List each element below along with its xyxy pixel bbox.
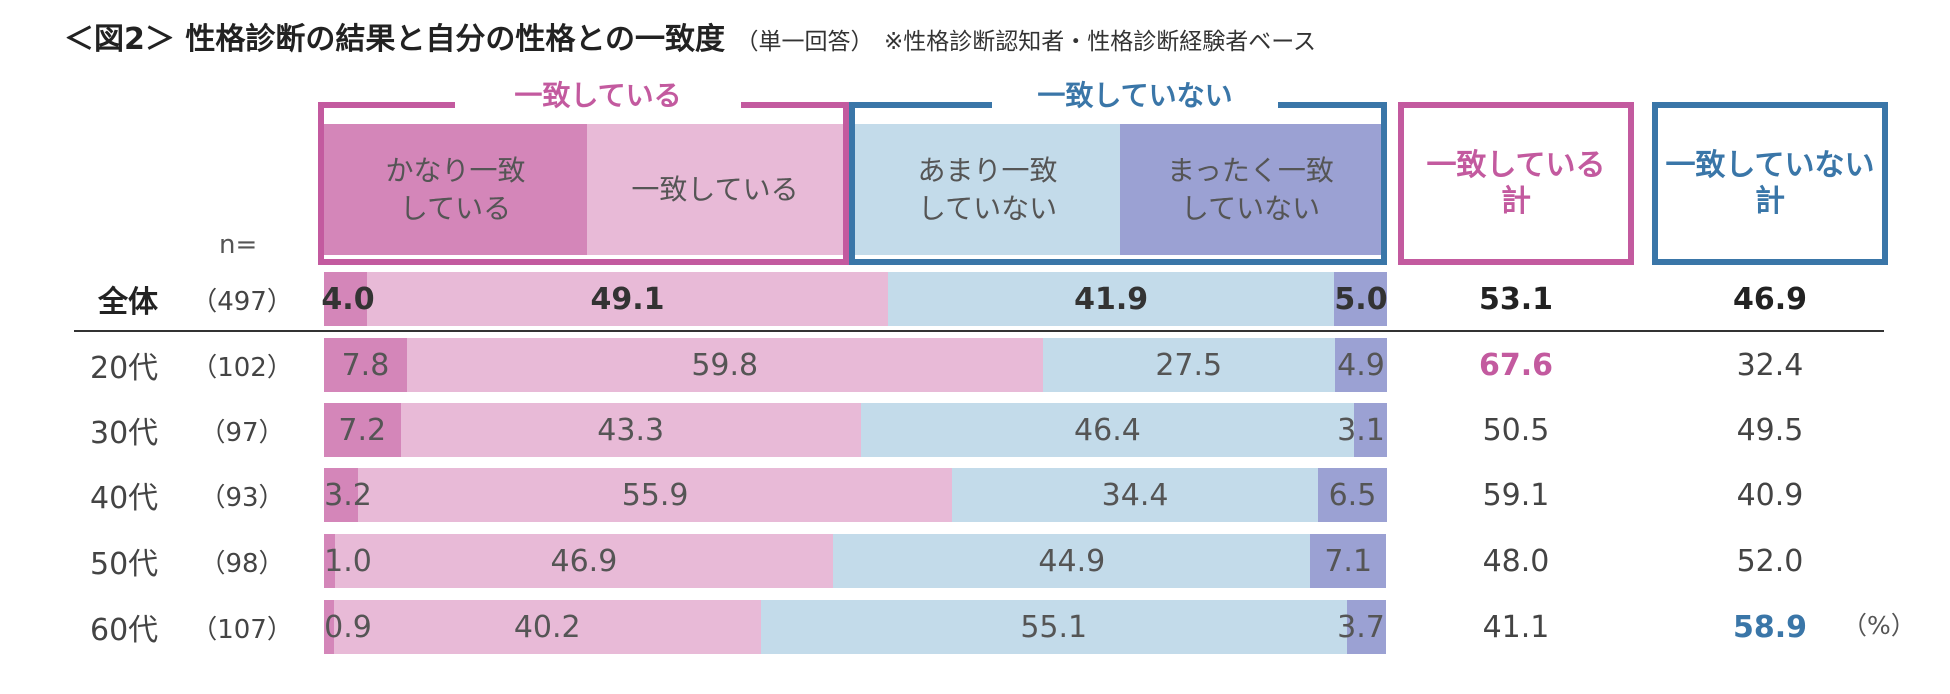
bar-segment (324, 534, 335, 588)
bar-segment (1354, 403, 1387, 457)
header-very-match: かなり一致 している (324, 124, 587, 255)
bar-value-label: 55.9 (621, 477, 689, 513)
total-match-value: 59.1 (1482, 477, 1550, 513)
bar-value-label: 55.1 (1020, 609, 1088, 645)
bar-value-label: 44.9 (1038, 543, 1106, 579)
bar-segment (324, 403, 401, 457)
bar-segment (400, 403, 861, 457)
row-n: （497） (191, 286, 293, 317)
header-match: 一致している (587, 124, 843, 255)
n-label: n= (219, 230, 258, 260)
bar-segment (334, 534, 834, 588)
row-n: （97） (199, 417, 285, 448)
row-n: （107） (191, 614, 293, 645)
total-no-match-value: 49.5 (1736, 412, 1804, 448)
total-match-value: 48.0 (1482, 543, 1550, 579)
row-label: 30代 (90, 416, 159, 451)
bar-value-label: 27.5 (1155, 347, 1223, 383)
group-box-no-match (849, 102, 1387, 265)
bar-value-label: 40.2 (513, 609, 581, 645)
bar-value-label: 7.2 (338, 412, 387, 448)
header-not-much: あまり一致 していない (855, 124, 1120, 255)
row-label: 20代 (90, 351, 159, 386)
bar-value-label: 59.8 (691, 347, 759, 383)
bar-value-label: 0.9 (324, 609, 372, 645)
bar-value-label: 6.5 (1328, 477, 1377, 513)
bar-value-label: 4.0 (321, 281, 375, 317)
row-n: （102） (191, 352, 293, 383)
header-total-no-match: 一致していない 計 (1652, 102, 1888, 265)
total-match-value: 41.1 (1482, 609, 1550, 645)
bar-segment (324, 468, 359, 522)
bar-segment (1334, 338, 1387, 392)
bar-segment (760, 600, 1347, 654)
bar-value-label: 3.2 (324, 477, 372, 513)
bar-value-label: 46.9 (550, 543, 618, 579)
row-label: 50代 (90, 547, 159, 582)
row-label: 全体 (98, 285, 158, 320)
total-match-value: 50.5 (1482, 412, 1550, 448)
bar-segment (406, 338, 1043, 392)
row-n: （93） (199, 482, 285, 513)
total-no-match-value: 32.4 (1736, 347, 1804, 383)
total-no-match-value: 52.0 (1736, 543, 1804, 579)
bar-segment (324, 338, 407, 392)
bar-value-label: 43.3 (597, 412, 665, 448)
header-total-match: 一致している 計 (1398, 102, 1634, 265)
chart-title-sub: （単一回答） (735, 29, 874, 55)
bar-segment (366, 272, 889, 326)
bar-value-label: 7.1 (1324, 543, 1373, 579)
chart-title: ＜図2＞ 性格診断の結果と自分の性格との一致度 （単一回答） ※性格診断認知者・… (64, 14, 1316, 58)
total-match-value: 53.1 (1478, 281, 1554, 317)
header-not-at-all: まったく一致 していない (1120, 124, 1381, 255)
bar-segment (1317, 468, 1387, 522)
chart-title-main: ＜図2＞ 性格診断の結果と自分の性格との一致度 (64, 22, 726, 57)
chart-title-note: ※性格診断認知者・性格診断経験者ベース (883, 29, 1317, 55)
bar-segment (1042, 338, 1335, 392)
row-n: （98） (199, 548, 285, 579)
group-label-no-match: 一致していない (992, 74, 1278, 114)
bar-value-label: 3.7 (1337, 609, 1385, 645)
bar-segment (1333, 272, 1387, 326)
bar-segment (358, 468, 953, 522)
total-no-match-value: 40.9 (1736, 477, 1804, 513)
divider-line (74, 330, 1884, 332)
bar-segment (860, 403, 1355, 457)
unit-note: （%） (1842, 611, 1916, 640)
bar-segment (324, 272, 367, 326)
bar-segment (333, 600, 761, 654)
bar-value-label: 5.0 (1334, 281, 1388, 317)
bar-value-label: 7.8 (341, 347, 390, 383)
bar-segment (324, 600, 334, 654)
bar-value-label: 34.4 (1101, 477, 1169, 513)
bar-segment (1346, 600, 1386, 654)
bar-value-label: 49.1 (590, 281, 665, 317)
group-label-match: 一致している (455, 74, 741, 114)
total-no-match-value: 58.9 (1732, 609, 1808, 645)
bar-segment (1310, 534, 1386, 588)
total-no-match-value: 46.9 (1732, 281, 1808, 317)
bar-value-label: 4.9 (1337, 347, 1385, 383)
total-match-value: 67.6 (1478, 347, 1554, 383)
bar-segment (833, 534, 1311, 588)
bar-segment (888, 272, 1334, 326)
bar-value-label: 3.1 (1337, 412, 1385, 448)
bar-value-label: 1.0 (324, 543, 372, 579)
row-label: 60代 (90, 613, 159, 648)
bar-value-label: 46.4 (1074, 412, 1141, 448)
row-label: 40代 (90, 481, 159, 516)
bar-value-label: 41.9 (1074, 281, 1149, 317)
bar-segment (952, 468, 1318, 522)
group-box-match (318, 102, 849, 265)
